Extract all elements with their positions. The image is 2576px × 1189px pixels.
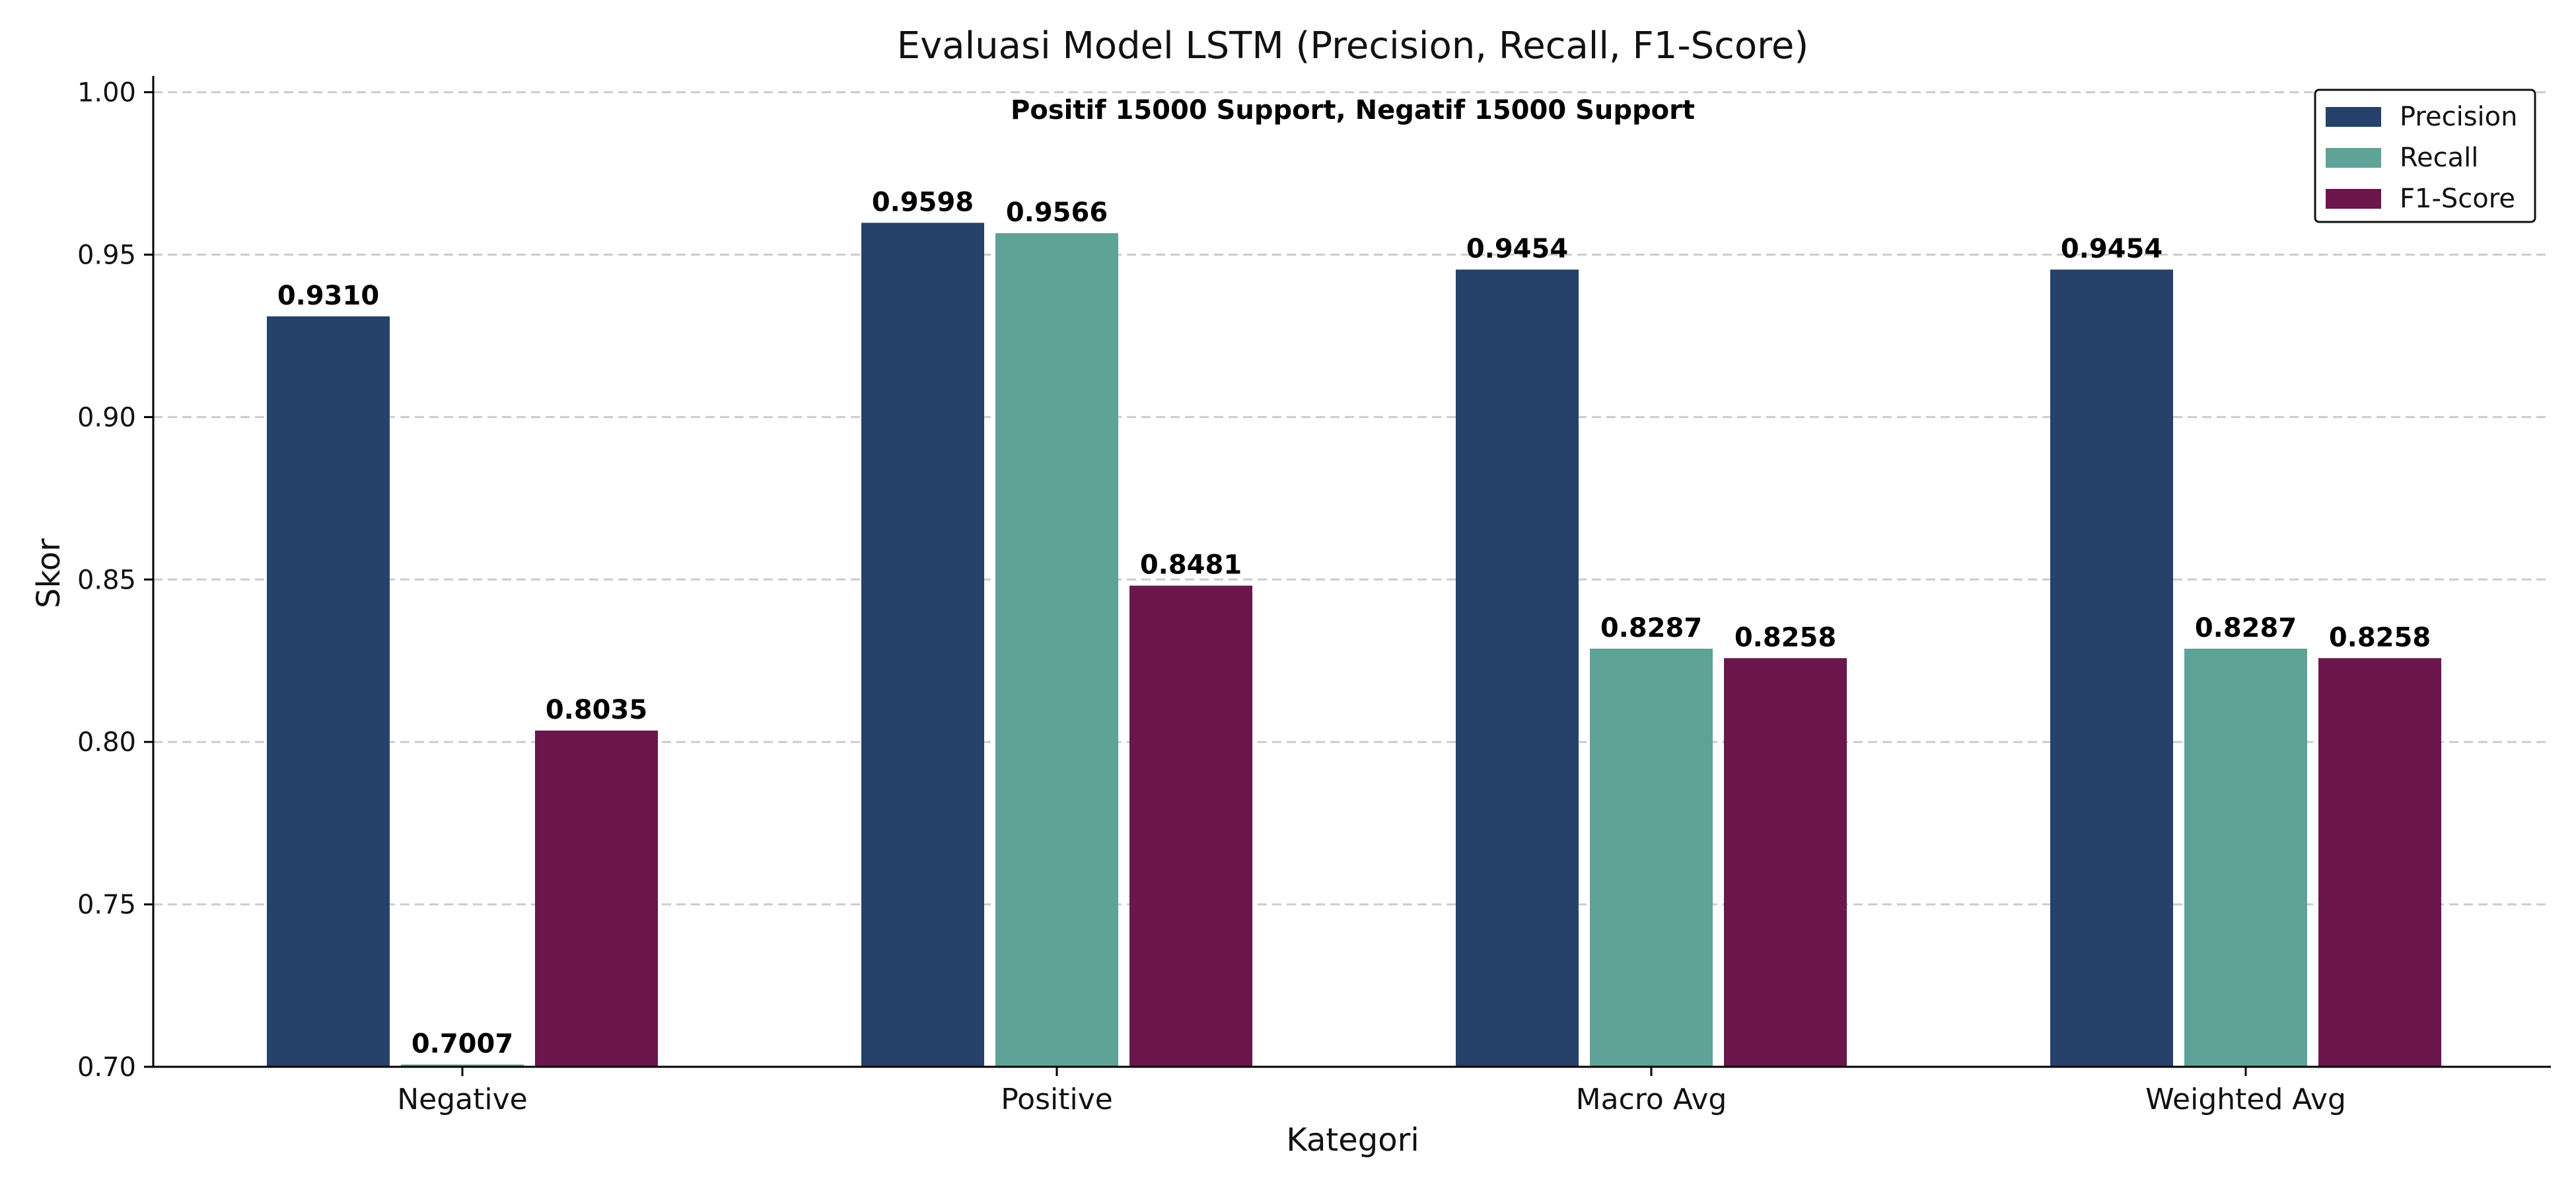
x-tick-label: Weighted Avg	[2145, 1083, 2346, 1116]
data-label: 0.8035	[546, 695, 647, 725]
bar-recall	[401, 1064, 524, 1067]
chart-subtitle: Positif 15000 Support, Negatif 15000 Sup…	[1011, 95, 1695, 126]
x-tick-label: Positive	[1001, 1083, 1113, 1116]
y-tick-label: 1.00	[77, 78, 136, 108]
data-label: 0.9454	[2061, 234, 2163, 264]
data-label: 0.7007	[411, 1029, 513, 1060]
data-label: 0.9454	[1466, 234, 1568, 264]
data-label: 0.8258	[1735, 622, 1836, 653]
x-axis-label: Kategori	[1286, 1122, 1419, 1159]
legend-label: Recall	[2400, 143, 2478, 173]
data-label: 0.8258	[2329, 622, 2431, 653]
data-label: 0.9598	[872, 187, 974, 217]
y-tick-label: 0.90	[77, 402, 136, 433]
bar-f1-score	[1724, 658, 1847, 1067]
data-label: 0.8287	[1600, 613, 1702, 643]
y-tick-label: 0.80	[77, 727, 136, 758]
y-tick-label: 0.75	[77, 890, 136, 920]
y-tick-label: 0.85	[77, 565, 136, 595]
data-labels: 0.9310 0.7007 0.8035 0.9598 0.9566 0.8481 0.94…	[277, 187, 2431, 1059]
bar-precision	[267, 316, 390, 1067]
y-tick-label: 0.95	[77, 240, 136, 270]
x-tick-label: Negative	[397, 1083, 527, 1116]
data-label: 0.8481	[1140, 550, 1242, 581]
legend-label: Precision	[2400, 102, 2517, 132]
legend-label: F1-Score	[2400, 184, 2515, 214]
bars	[267, 223, 2441, 1067]
bar-f1-score	[2318, 658, 2441, 1067]
y-axis-label: Skor	[30, 538, 67, 608]
bar-precision	[1456, 270, 1579, 1067]
legend-swatch	[2326, 189, 2381, 209]
bar-precision	[861, 223, 984, 1067]
legend-swatch	[2326, 148, 2381, 168]
bar-precision	[2050, 270, 2173, 1067]
data-label: 0.9310	[277, 281, 379, 311]
bar-recall	[2184, 649, 2307, 1067]
y-tick-label: 0.70	[77, 1052, 136, 1083]
bar-f1-score	[1129, 585, 1252, 1067]
data-label: 0.8287	[2195, 613, 2297, 643]
bar-f1-score	[535, 730, 658, 1067]
x-tick-label: Macro Avg	[1576, 1083, 1727, 1116]
legend-swatch	[2326, 107, 2381, 127]
chart-title: Evaluasi Model LSTM (Precision, Recall, …	[897, 24, 1808, 67]
bar-recall	[1590, 649, 1713, 1067]
axes: 0.70 0.75 0.80 0.85 0.90 0.95 1.00 Negative Posi…	[77, 76, 2551, 1116]
data-label: 0.9566	[1006, 198, 1108, 228]
legend: Precision Recall F1-Score	[2314, 89, 2536, 223]
bar-recall	[995, 233, 1118, 1067]
